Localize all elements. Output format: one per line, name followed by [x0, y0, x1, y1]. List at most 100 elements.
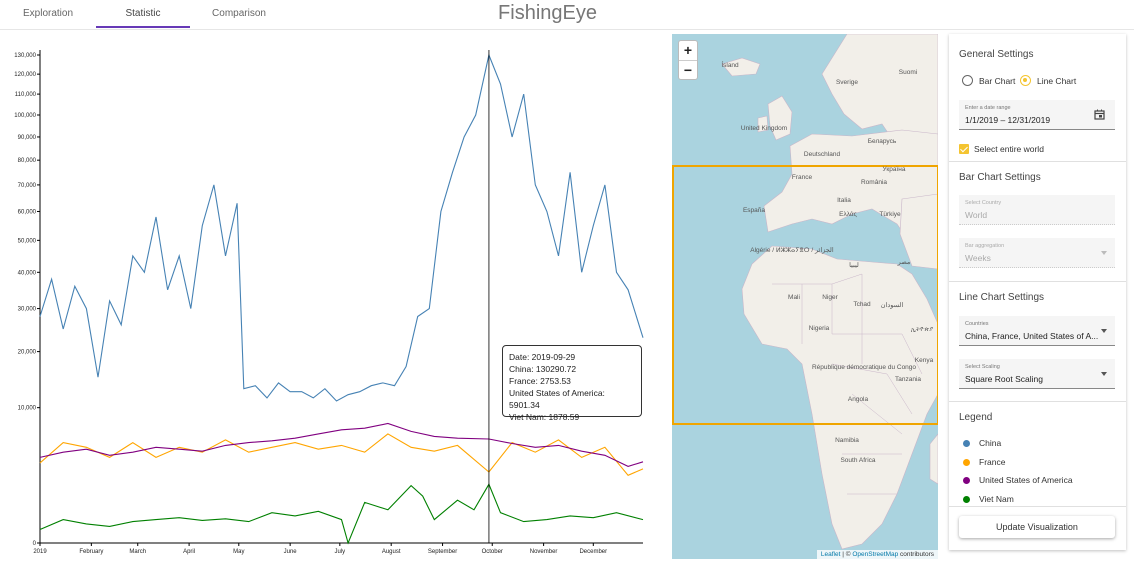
land-iceland: [721, 57, 761, 77]
x-tick-label: September: [428, 549, 457, 555]
map-label: Namibia: [835, 437, 859, 444]
series-line-2: [39, 422, 644, 467]
line-chart-radio[interactable]: [1020, 75, 1031, 86]
select-world-checkbox[interactable]: [959, 144, 969, 154]
chevron-down-icon: [1101, 329, 1107, 333]
divider: [949, 506, 1126, 507]
y-tick-label: 130,000: [14, 53, 36, 59]
map-label: España: [743, 207, 765, 214]
divider: [949, 281, 1126, 282]
osm-link[interactable]: OpenStreetMap: [852, 551, 899, 558]
scaling-value: Square Root Scaling: [965, 374, 1043, 384]
aggregation-value: Weeks: [965, 253, 991, 263]
y-tick-label: 70,000: [18, 183, 37, 189]
legend-label-2: United States of America: [979, 475, 1073, 486]
land-ireland: [757, 115, 769, 133]
tooltip-line-france: France: 2753.53: [509, 376, 571, 386]
line-chart[interactable]: 0 10,000 20,000 30,000 40,000 50,000 60,000 70,…: [0, 30, 668, 571]
y-tick-label: 20,000: [18, 350, 37, 356]
map-label: مصر: [897, 259, 911, 266]
select-world-label: Select entire world: [974, 144, 1044, 154]
top-nav: Exploration Statistic Comparison Fishing…: [0, 0, 1134, 30]
bar-settings-title: Bar Chart Settings: [959, 172, 1041, 183]
countries-label: Countries: [965, 321, 989, 327]
tab-statistic[interactable]: Statistic: [125, 8, 161, 19]
legend-dot-1: [963, 458, 970, 466]
bar-chart-radio[interactable]: [962, 75, 973, 86]
countries-select[interactable]: Countries China, France, United States o…: [959, 316, 1115, 346]
chevron-down-icon: [1101, 372, 1107, 376]
aggregation-label: Bar aggregation: [965, 243, 1005, 249]
zoom-out-button[interactable]: −: [679, 60, 697, 79]
line-settings-title: Line Chart Settings: [959, 292, 1045, 303]
y-tick-label: 120,000: [14, 72, 36, 78]
map-label: South Africa: [840, 457, 875, 464]
map-label: Italia: [837, 197, 851, 204]
date-range-value: 1/1/2019 – 12/31/2019: [965, 115, 1051, 125]
map-label: Ísland: [721, 60, 739, 69]
aggregation-select[interactable]: Bar aggregation Weeks: [959, 238, 1115, 268]
land-europe: [763, 129, 938, 250]
map-label: Tchad: [853, 301, 871, 308]
legend-label-1: France: [979, 456, 1006, 467]
map-label: Suomi: [899, 69, 917, 76]
land-uk: [767, 95, 793, 141]
country-select[interactable]: Select Country World: [959, 195, 1115, 225]
y-tick-label: 0: [33, 541, 37, 547]
map-label: România: [861, 179, 887, 186]
x-tick-label: December: [579, 549, 607, 555]
leaflet-link[interactable]: Leaflet: [820, 551, 841, 558]
app-title: FishingEye: [498, 2, 597, 24]
y-tick-label: 50,000: [18, 238, 37, 244]
map-label: United Kingdom: [741, 125, 787, 132]
tooltip-line-vietnam: Viet Nam: 1878.59: [509, 412, 580, 422]
chevron-down-icon: [1101, 251, 1107, 255]
calendar-icon[interactable]: [1094, 109, 1105, 120]
map-label: Niger: [822, 294, 838, 301]
map-label: ኢትዮጵያ: [911, 326, 933, 333]
series-line-3: [39, 483, 644, 545]
zoom-control: + −: [678, 40, 698, 80]
line-chart-panel: 0 10,000 20,000 30,000 40,000 50,000 60,000 70,…: [0, 30, 668, 571]
update-visualization-button[interactable]: Update Visualization: [959, 516, 1115, 538]
zoom-in-button[interactable]: +: [683, 42, 693, 58]
world-map[interactable]: Ísland Sverige Suomi United Kingdom Беларусь…: [672, 34, 938, 559]
map-label: Deutschland: [804, 151, 841, 158]
x-tick-label: May: [233, 549, 244, 555]
series-line-1: [39, 433, 644, 476]
x-tick-label: October: [482, 549, 503, 555]
y-tick-label: 100,000: [14, 113, 36, 119]
map-label: Algérie / ⵍⵣⵣⴰⵢⴻⵔ / الجزائر: [750, 246, 834, 254]
map-label: Türkiye: [879, 211, 901, 218]
series-line-0: [39, 53, 644, 402]
country-select-value: World: [965, 210, 988, 220]
map-label: Kenya: [915, 357, 934, 364]
scaling-select[interactable]: Select Scaling Square Root Scaling: [959, 359, 1115, 389]
x-tick-label: April: [183, 549, 195, 555]
tab-comparison[interactable]: Comparison: [212, 8, 266, 19]
map-label: Mali: [788, 294, 800, 301]
settings-panel: General Settings Bar Chart Line Chart En…: [949, 34, 1126, 550]
x-tick-label: August: [382, 549, 401, 555]
date-range-field[interactable]: Enter a date range 1/1/2019 – 12/31/2019: [959, 100, 1115, 130]
countries-value: China, France, United States of A...: [965, 331, 1099, 341]
tab-exploration[interactable]: Exploration: [22, 8, 74, 19]
x-tick-label: March: [129, 549, 146, 555]
map-label: Sverige: [836, 79, 858, 86]
map-tiles: Ísland Sverige Suomi United Kingdom Беларусь…: [672, 34, 938, 550]
x-tick-label: February: [79, 549, 103, 555]
bar-chart-label: Bar Chart: [979, 76, 1016, 86]
y-tick-label: 90,000: [18, 135, 37, 141]
x-tick-label: July: [335, 549, 346, 555]
y-tick-label: 10,000: [18, 406, 37, 412]
date-range-label: Enter a date range: [965, 105, 1011, 111]
active-tab-indicator: [96, 26, 190, 28]
legend-label-0: China: [979, 438, 1002, 448]
map-label: Angola: [848, 396, 869, 403]
land-turkey: [899, 193, 938, 270]
map-label: Беларусь: [868, 138, 897, 145]
map-label: Ελλάς: [839, 210, 857, 218]
map-label: Nigeria: [809, 325, 830, 332]
map-attribution: Leaflet | © OpenStreetMap contributors: [816, 550, 938, 559]
